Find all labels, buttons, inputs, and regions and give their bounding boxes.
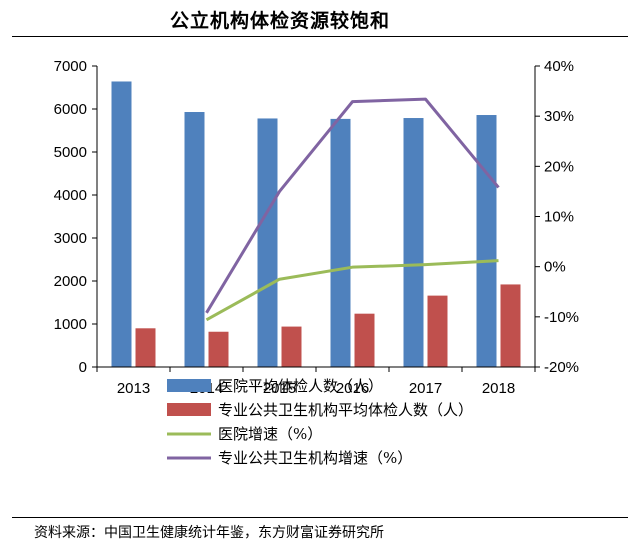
bar-hospital-2018 bbox=[476, 115, 497, 368]
left-tick-label: 1000 bbox=[54, 316, 87, 333]
x-tick-label: 2018 bbox=[482, 380, 515, 397]
left-tick-label: 3000 bbox=[54, 230, 87, 247]
left-tick-label: 6000 bbox=[54, 101, 87, 118]
title-divider bbox=[12, 36, 628, 37]
bar-hospital-2013 bbox=[111, 81, 132, 368]
lines-layer bbox=[205, 97, 500, 322]
bar-hospital-2016 bbox=[330, 118, 351, 367]
right-tick-label: 20% bbox=[544, 158, 574, 175]
legend-label-2: 医院增速（%） bbox=[218, 425, 322, 443]
source-divider bbox=[12, 517, 628, 518]
x-tick-label: 2016 bbox=[336, 380, 369, 397]
chart-canvas: 0 1000 2000 3000 4000 5000 6000 7000 -20% -10% 0% 1… bbox=[54, 58, 579, 467]
left-tick-label: 4000 bbox=[54, 187, 87, 204]
left-tick-label: 5000 bbox=[54, 144, 87, 161]
x-tick-label: 2013 bbox=[117, 380, 150, 397]
bar-public-health-2017 bbox=[427, 295, 448, 367]
legend: 医院平均体检人数（人） 专业公共卫生机构平均体检人数（人） 医院增速（%） 专业公共卫… bbox=[167, 377, 473, 467]
bar-public-health-2016 bbox=[354, 313, 375, 367]
left-tick-label: 0 bbox=[79, 359, 87, 376]
right-tick-label: -10% bbox=[544, 309, 579, 326]
bar-hospital-2015 bbox=[257, 118, 278, 368]
right-tick-label: 40% bbox=[544, 58, 574, 75]
bar-public-health-2015 bbox=[281, 326, 302, 367]
chart-title: 公立机构体检资源较饱和 bbox=[169, 10, 390, 32]
legend-label-1: 专业公共卫生机构平均体检人数（人） bbox=[218, 401, 473, 419]
legend-swatch-bar-0 bbox=[167, 379, 211, 392]
legend-swatch-bar-1 bbox=[167, 403, 211, 416]
bar-hospital-2014 bbox=[184, 112, 205, 367]
bar-hospital-2017 bbox=[403, 118, 424, 367]
line-public-health-growth bbox=[205, 97, 500, 314]
x-tick-label: 2017 bbox=[409, 380, 442, 397]
right-tick-label: 0% bbox=[544, 259, 566, 276]
x-tick-label: 2015 bbox=[263, 380, 296, 397]
source-note: 资料来源：中国卫生健康统计年鉴，东方财富证券研究所 bbox=[34, 525, 384, 541]
legend-label-3: 专业公共卫生机构增速（%） bbox=[218, 449, 412, 467]
left-tick-label: 7000 bbox=[54, 58, 87, 75]
right-tick-label: 10% bbox=[544, 209, 574, 226]
left-tick-label: 2000 bbox=[54, 273, 87, 290]
axes-layer: 0 1000 2000 3000 4000 5000 6000 7000 -20% -10% 0% 1… bbox=[54, 58, 579, 397]
right-tick-label: -20% bbox=[544, 359, 579, 376]
bars-layer bbox=[111, 81, 521, 368]
right-tick-label: 30% bbox=[544, 108, 574, 125]
legend-label-0: 医院平均体检人数（人） bbox=[218, 377, 383, 395]
line-hospital-growth bbox=[205, 259, 499, 322]
bar-public-health-2013 bbox=[135, 328, 156, 367]
bar-public-health-2018 bbox=[500, 284, 521, 367]
bar-public-health-2014 bbox=[208, 331, 229, 367]
